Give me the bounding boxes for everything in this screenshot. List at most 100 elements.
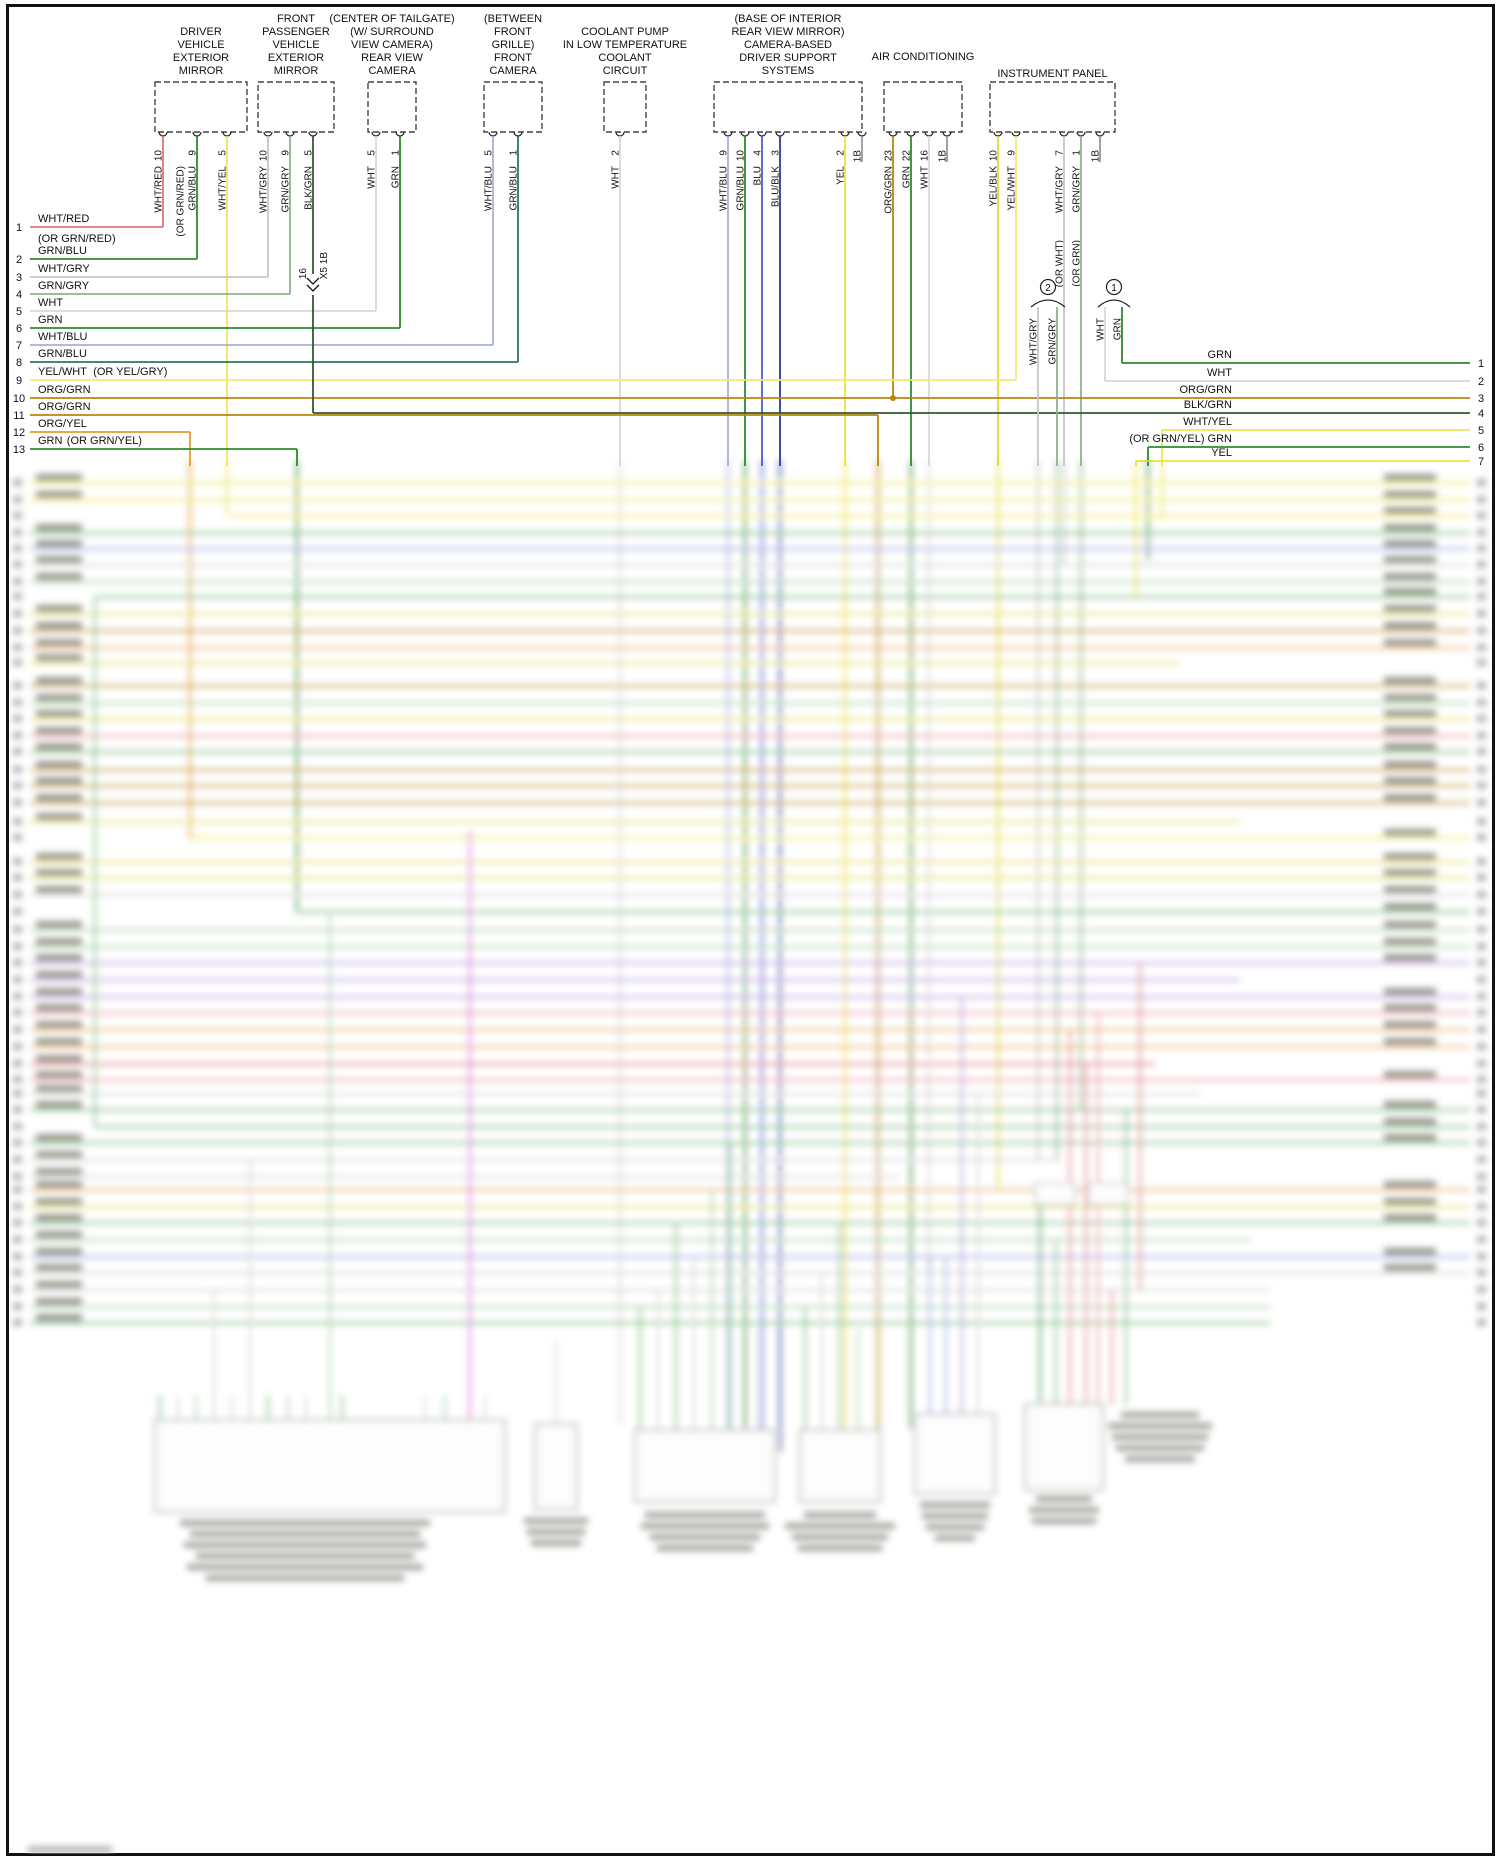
label-smudge (1384, 777, 1436, 784)
row-number-smudge (13, 1219, 22, 1226)
alt-wire-color-label: (OR GRN/RED) (176, 166, 187, 237)
wire-number: 10 (13, 393, 25, 405)
pin-number: 5 (218, 150, 229, 156)
alt-wire-color-label: (OR YEL/GRY) (93, 366, 167, 378)
row-number-smudge (1477, 1043, 1486, 1050)
label-smudge (1384, 938, 1436, 945)
blur-content (13, 460, 1486, 1853)
wire-color-label: GRN/GRY (1072, 166, 1083, 213)
label-smudge (1384, 743, 1436, 750)
wire-color-label: YEL/BLK (989, 166, 1000, 207)
row-number-smudge (1477, 593, 1486, 600)
blur-layer (13, 460, 1486, 1853)
row-number-smudge (1477, 891, 1486, 898)
label-smudge (36, 1085, 82, 1092)
wire-color-label: GRN/BLU (188, 166, 199, 210)
row-number-smudge (1477, 610, 1486, 617)
label-smudge (1384, 794, 1436, 801)
label-smudge (1384, 1214, 1436, 1221)
wire-number: 6 (16, 323, 22, 335)
label-smudge (36, 813, 82, 820)
component-label: EXTERIOR (173, 52, 229, 64)
row-number-smudge (1477, 1319, 1486, 1326)
pin-number: 1B (853, 150, 864, 163)
caption-smudge (1108, 1423, 1212, 1429)
wire-color-label: GRN/GRY (1048, 318, 1059, 365)
label-smudge (36, 524, 82, 531)
label-smudge (36, 491, 82, 498)
row-number-smudge (1477, 799, 1486, 806)
wire-color-label: GRN (1208, 433, 1233, 445)
wire-color-label: WHT/GRY (38, 263, 90, 275)
row-number-smudge (1477, 748, 1486, 755)
caption-smudge (922, 1513, 988, 1519)
caption-smudge (792, 1534, 888, 1540)
row-number-smudge (13, 529, 22, 536)
row-number-smudge (13, 610, 22, 617)
wire-number: 4 (1478, 408, 1484, 420)
pin-number: 1 (509, 150, 520, 156)
component-label: FRONT (494, 52, 532, 64)
label-smudge (36, 971, 82, 978)
label-smudge (1384, 1248, 1436, 1255)
label-smudge (36, 1055, 82, 1062)
row-number-smudge (13, 545, 22, 552)
row-number-smudge (1477, 496, 1486, 503)
component-box (483, 81, 543, 133)
wire-color-label: WHT/YEL (1183, 416, 1232, 428)
label-smudge (1384, 1004, 1436, 1011)
component-label: IN LOW TEMPERATURE (563, 39, 687, 51)
wire-number: 3 (16, 272, 22, 284)
wire-color-label: WHT (1096, 318, 1107, 341)
row-number-smudge (13, 1303, 22, 1310)
label-smudge (36, 694, 82, 701)
wire-number: 8 (16, 357, 22, 369)
wire-number: 1 (1478, 358, 1484, 370)
label-smudge (36, 1168, 82, 1175)
wire-number: 7 (1478, 456, 1484, 468)
label-smudge (36, 1298, 82, 1305)
label-smudge (36, 474, 82, 481)
wire-color-label: ORG/GRN (884, 166, 895, 214)
wire-color-label: GRN (1208, 349, 1233, 361)
row-number-smudge (13, 578, 22, 585)
component-label: REAR VIEW MIRROR) (731, 26, 844, 38)
pin-number: 9 (719, 150, 730, 156)
wire-color-label: WHT (611, 166, 622, 189)
label-smudge (36, 777, 82, 784)
row-number-smudge (1477, 959, 1486, 966)
label-smudge (36, 1071, 82, 1078)
row-number-smudge (13, 959, 22, 966)
wire-number: 7 (16, 340, 22, 352)
label-smudge (1384, 1264, 1436, 1271)
bracket-circle (1039, 278, 1057, 296)
caption-smudge (926, 1524, 984, 1530)
wire-color-label: GRN (1113, 318, 1124, 340)
row-number-smudge (13, 1319, 22, 1326)
row-number-smudge (1477, 1009, 1486, 1016)
label-smudge (1384, 1118, 1436, 1125)
inline-connector-chevrons (306, 277, 320, 292)
label-smudge (36, 556, 82, 563)
component-label: (CENTER OF TAILGATE) (329, 13, 454, 25)
component-label: EXTERIOR (268, 52, 324, 64)
wire-color-label: GRN (38, 314, 63, 326)
component-box (603, 81, 647, 133)
label-smudge (36, 1198, 82, 1205)
caption-smudge (1036, 1496, 1092, 1502)
label-smudge (1384, 1038, 1436, 1045)
row-number-smudge (13, 1026, 22, 1033)
row-number-smudge (13, 561, 22, 568)
caption-smudge (1116, 1445, 1204, 1451)
row-number-smudge (1477, 715, 1486, 722)
wire-color-label: WHT/GRY (259, 166, 270, 213)
pin-number: 9 (281, 150, 292, 156)
pin-number: 16 (920, 150, 931, 162)
component-label: VIEW CAMERA) (351, 39, 433, 51)
pin-number: 1B (938, 150, 949, 163)
row-number-smudge (1477, 1236, 1486, 1243)
pin-number: 10 (154, 150, 165, 162)
caption-smudge (531, 1540, 581, 1546)
pin-number: 3 (771, 150, 782, 156)
